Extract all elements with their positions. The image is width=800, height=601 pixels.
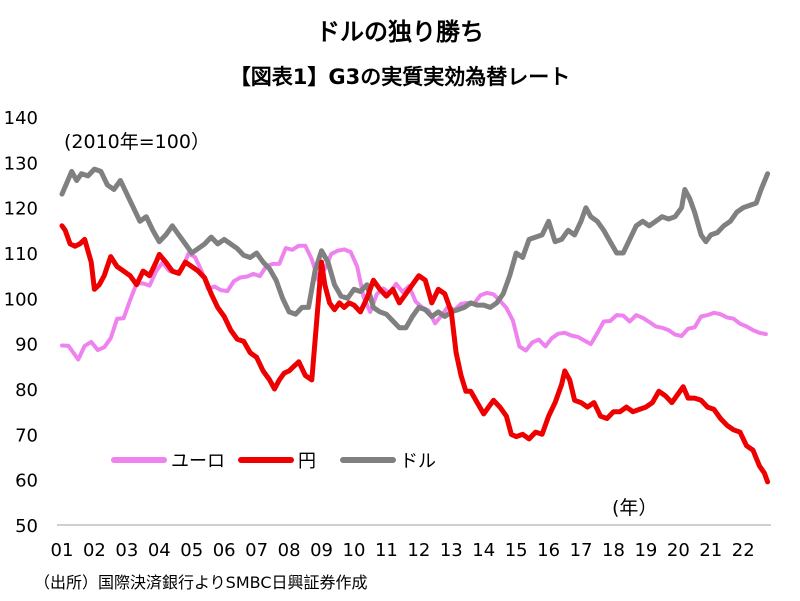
legend-label: ユーロ (171, 451, 225, 472)
x-axis-label: (年） (612, 497, 657, 519)
y-tick-label: 120 (4, 199, 38, 220)
x-tick-label: 15 (505, 540, 528, 561)
y-tick-label: 70 (15, 425, 38, 446)
y-tick-labels: 50 60 70 80 90 100 110 120 130 140 (4, 108, 38, 537)
series-line-1 (59, 223, 771, 485)
x-tick-label: 05 (180, 540, 203, 561)
x-tick-label: 20 (667, 540, 690, 561)
series-lines (59, 166, 771, 485)
y-tick-label: 140 (4, 108, 38, 129)
x-tick-label: 13 (440, 540, 463, 561)
x-tick-label: 09 (310, 540, 333, 561)
x-tick-label: 04 (148, 540, 171, 561)
x-tick-label: 12 (407, 540, 430, 561)
y-tick-label: 130 (4, 153, 38, 174)
x-tick-label: 06 (213, 540, 236, 561)
x-tick-label: 19 (634, 540, 657, 561)
legend-label: 円 (298, 451, 316, 472)
chart-title: ドルの独り勝ち (316, 18, 484, 46)
x-tick-label: 21 (699, 540, 722, 561)
y-tick-label: 50 (15, 516, 38, 537)
x-tick-label: 22 (732, 540, 755, 561)
x-tick-label: 08 (278, 540, 301, 561)
y-tick-label: 110 (4, 244, 38, 265)
x-tick-label: 03 (115, 540, 138, 561)
legend-label: ドル (400, 451, 436, 472)
y-tick-label: 80 (15, 380, 38, 401)
y-tick-label: 90 (15, 335, 38, 356)
x-tick-label: 01 (51, 540, 74, 561)
x-tick-label: 02 (83, 540, 106, 561)
series-line-2 (59, 166, 771, 331)
source-note: （出所）国際決済銀行よりSMBC日興証券作成 (34, 573, 368, 592)
unit-note: (2010年=100） (64, 131, 210, 153)
x-tick-label: 10 (343, 540, 366, 561)
x-tick-label: 16 (537, 540, 560, 561)
chart-subtitle: 【図表1】G3の実質実効為替レート (230, 65, 570, 89)
y-tick-label: 60 (15, 471, 38, 492)
y-tick-label: 100 (4, 289, 38, 310)
x-tick-label: 17 (570, 540, 593, 561)
x-tick-label: 11 (375, 540, 398, 561)
x-tick-label: 07 (245, 540, 268, 561)
x-tick-label: 18 (602, 540, 625, 561)
x-tick-label: 14 (472, 540, 495, 561)
x-tick-labels: 01 02 03 04 05 06 07 08 09 10 11 12 13 14 15 16 17 18 19 20… (51, 540, 755, 561)
legend: ユーロ 円 ドル (111, 451, 436, 472)
